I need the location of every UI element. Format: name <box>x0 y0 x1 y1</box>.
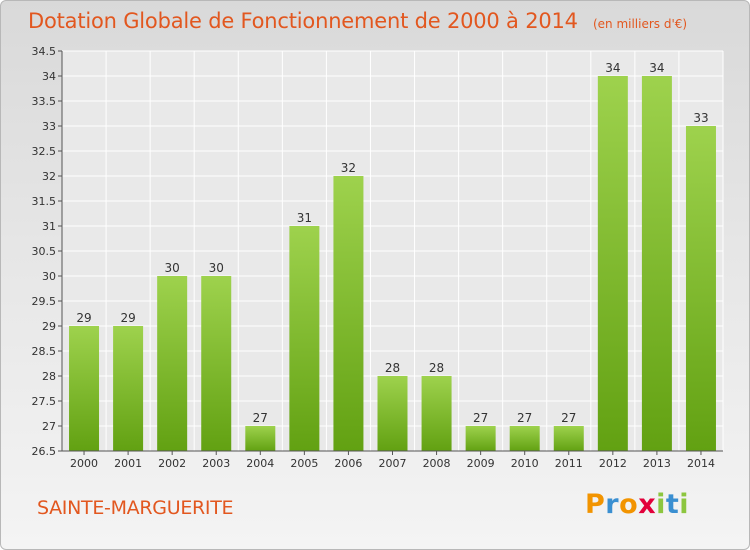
x-tick-label: 2004 <box>246 457 274 470</box>
logo-letter: P <box>585 489 606 520</box>
axis-layer: 26.5 27 27.5 28 28.5 29 29.5 30 30.5 31 31.5 32 32.5… <box>32 45 723 470</box>
chart-title-row: Dotation Globale de Fonctionnement de 20… <box>28 9 687 33</box>
bar-value-label: 27 <box>473 411 488 425</box>
logo-letter: t <box>665 489 680 520</box>
y-tick-label: 32 <box>42 170 56 183</box>
bar <box>641 76 672 451</box>
x-tick-label: 2012 <box>599 457 627 470</box>
bar <box>685 126 716 451</box>
bar-value-label: 33 <box>693 111 708 125</box>
y-tick-label: 26.5 <box>32 445 57 458</box>
bar <box>157 276 188 451</box>
bar-value-label: 28 <box>429 361 444 375</box>
bar <box>597 76 628 451</box>
y-tick-label: 27 <box>42 420 56 433</box>
x-tick-label: 2000 <box>70 457 98 470</box>
x-tick-label: 2003 <box>202 457 230 470</box>
x-tick-label: 2014 <box>687 457 715 470</box>
y-tick-label: 31 <box>42 220 56 233</box>
logo-letter: i <box>679 489 690 520</box>
chart-subtitle: (en milliers d'€) <box>592 17 688 31</box>
bar <box>553 426 584 451</box>
x-tick-label: 2013 <box>643 457 671 470</box>
bar <box>113 326 144 451</box>
x-tick-label: 2002 <box>158 457 186 470</box>
bar <box>69 326 100 451</box>
logo-letter: i <box>656 489 666 520</box>
y-tick-label: 33.5 <box>32 95 57 108</box>
bar <box>465 426 496 451</box>
y-tick-label: 30 <box>42 270 56 283</box>
bar-value-label: 34 <box>605 61 620 75</box>
bar <box>421 376 452 451</box>
bar <box>289 226 320 451</box>
bar <box>377 376 408 451</box>
bar <box>333 176 364 451</box>
bar-value-label: 32 <box>341 161 356 175</box>
bar-value-label: 34 <box>649 61 664 75</box>
bar <box>201 276 232 451</box>
y-tick-label: 28 <box>42 370 56 383</box>
y-tick-label: 29 <box>42 320 56 333</box>
y-tick-label: 31.5 <box>32 195 57 208</box>
place-name: SAINTE-MARGUERITE <box>37 497 234 519</box>
bar-value-label: 27 <box>561 411 576 425</box>
y-tick-label: 34.5 <box>32 45 57 58</box>
bar-value-label: 31 <box>297 211 312 225</box>
bar-value-label: 29 <box>76 311 91 325</box>
x-tick-label: 2005 <box>290 457 318 470</box>
bar-layer: 29 29 30 30 27 31 32 28 28 27 27 27 34 34 33 <box>69 61 716 451</box>
bar-value-label: 27 <box>253 411 268 425</box>
bar <box>245 426 276 451</box>
x-tick-label: 2011 <box>555 457 583 470</box>
bar <box>509 426 540 451</box>
x-tick-label: 2008 <box>423 457 451 470</box>
bar-value-label: 28 <box>385 361 400 375</box>
y-tick-label: 34 <box>42 70 56 83</box>
logo-letter: o <box>619 489 639 520</box>
x-tick-label: 2009 <box>467 457 495 470</box>
y-tick-label: 32.5 <box>32 145 57 158</box>
bar-value-label: 30 <box>165 261 180 275</box>
x-tick-label: 2007 <box>379 457 407 470</box>
y-tick-label: 33 <box>42 120 56 133</box>
x-tick-label: 2010 <box>511 457 539 470</box>
chart-title: Dotation Globale de Fonctionnement de 20… <box>28 9 578 33</box>
y-tick-label: 27.5 <box>32 395 57 408</box>
proxiti-logo[interactable]: Proxiti <box>585 489 689 520</box>
bar-value-label: 29 <box>120 311 135 325</box>
y-tick-label: 30.5 <box>32 245 57 258</box>
logo-letter: x <box>638 489 657 520</box>
y-tick-label: 28.5 <box>32 345 57 358</box>
bar-value-label: 30 <box>209 261 224 275</box>
x-tick-label: 2001 <box>114 457 142 470</box>
y-tick-label: 29.5 <box>32 295 57 308</box>
logo-letter: r <box>605 489 620 520</box>
x-tick-label: 2006 <box>334 457 362 470</box>
bar-value-label: 27 <box>517 411 532 425</box>
